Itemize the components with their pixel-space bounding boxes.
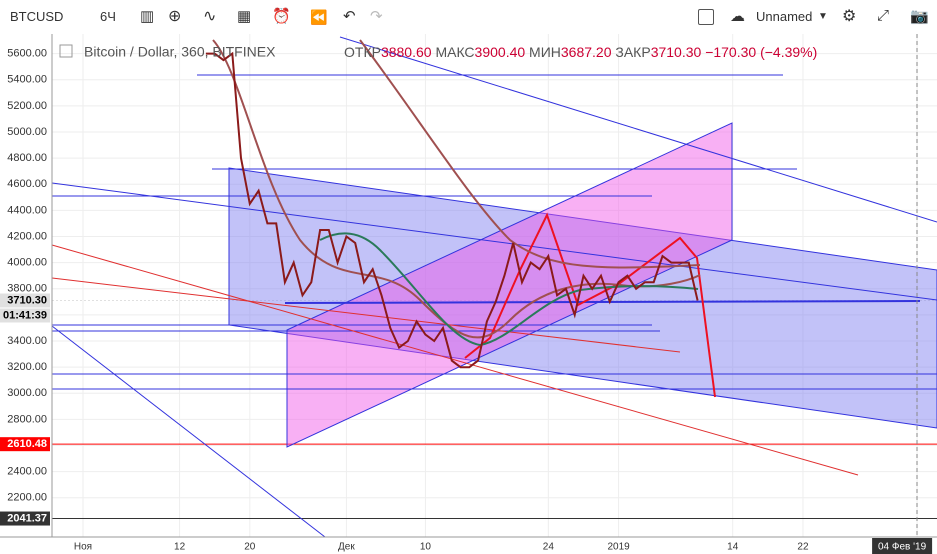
low: 3687.20 [561, 44, 612, 60]
x-tick-label: 12 [174, 542, 186, 553]
chart: 2200.002400.002600.002800.003000.003200.… [0, 34, 937, 554]
y-tick-label: 5000.00 [7, 126, 47, 138]
time-axis [0, 537, 937, 554]
x-tick-label: Ноя [74, 542, 92, 553]
x-tick-label: 22 [797, 542, 809, 553]
alert-icon[interactable]: ⏰ [272, 8, 291, 25]
replay-icon[interactable]: ⏪ [310, 9, 328, 25]
settings-icon[interactable]: ⚙ [842, 8, 857, 25]
plot-area [52, 34, 937, 537]
layout-name[interactable]: Unnamed [756, 9, 813, 24]
close: 3710.30 [651, 44, 702, 60]
low-label: МИН [529, 44, 561, 60]
countdown: 01:41:39 [3, 309, 47, 321]
interval[interactable]: 6Ч [100, 9, 116, 24]
price-label-bg [0, 437, 50, 452]
trend-line [51, 325, 326, 538]
moving-average [359, 39, 701, 269]
undo-icon[interactable]: ↶ [343, 8, 356, 25]
countdown-bg [0, 308, 50, 323]
price-label: 3710.30 [7, 294, 47, 306]
trend-line [284, 300, 921, 304]
cloud-icon[interactable]: ☁ [730, 8, 745, 25]
price-axis [0, 34, 52, 537]
fullscreen-icon[interactable]: ⤢ [877, 7, 890, 24]
zigzag [464, 212, 716, 398]
change: −170.30 (−4.39%) [705, 44, 817, 60]
y-tick-label: 5200.00 [7, 100, 47, 112]
x-tick-label: 20 [244, 542, 256, 553]
y-tick-label: 4600.00 [7, 178, 47, 190]
drawings [51, 34, 937, 538]
close-label: ЗАКР [615, 44, 650, 60]
open: 3880.60 [381, 44, 432, 60]
y-tick-label: 2800.00 [7, 413, 47, 425]
y-tick-label: 3200.00 [7, 361, 47, 373]
price-label-bg [0, 293, 50, 308]
price-line [205, 51, 699, 369]
y-tick-label: 2400.00 [7, 466, 47, 478]
x-tick-label: 2019 [607, 542, 630, 553]
y-tick-label: 5600.00 [7, 48, 47, 60]
high-label: МАКС [435, 44, 474, 60]
y-tick-label: 3800.00 [7, 283, 47, 295]
redo-icon[interactable]: ↷ [370, 8, 383, 25]
y-tick-label: 4200.00 [7, 230, 47, 242]
y-tick-label: 3000.00 [7, 387, 47, 399]
collapse-icon[interactable] [59, 44, 73, 58]
trend-line [51, 244, 859, 476]
x-tick-label: 10 [420, 542, 432, 553]
channel [228, 167, 937, 429]
symbol[interactable]: BTCUSD [10, 9, 64, 24]
x-tick-label: 24 [543, 542, 555, 553]
compare-icon[interactable]: ∿ [203, 8, 217, 25]
trend-line [339, 36, 937, 223]
trend-line [51, 182, 937, 301]
y-tick-label: 4800.00 [7, 152, 47, 164]
crosshair-label-bg [872, 538, 933, 554]
chart-type-icon[interactable]: ▥ [140, 8, 155, 25]
price-label: 2041.37 [7, 512, 47, 524]
high: 3900.40 [475, 44, 526, 60]
channel [286, 122, 733, 448]
ohlc: ОТКР3880.60 МАКС3900.40 МИН3687.20 ЗАКР3… [344, 44, 817, 60]
dropdown-icon[interactable]: ▼ [818, 11, 828, 22]
x-tick-label: 14 [727, 542, 739, 553]
snapshot-icon[interactable]: 📷 [910, 8, 929, 25]
y-tick-label: 5400.00 [7, 74, 47, 86]
templates-icon[interactable]: ▦ [237, 8, 252, 25]
trend-line [51, 277, 681, 353]
price-label: 2610.48 [7, 438, 47, 450]
x-tick-label: Дек [338, 542, 355, 553]
series-title: Bitcoin / Dollar, 360, BITFINEX [84, 44, 276, 60]
checkbox[interactable] [698, 9, 714, 25]
x-tick-label: 04 Фев '19 [878, 542, 927, 553]
indicators-icon[interactable]: ⊕ [168, 8, 182, 25]
y-tick-label: 3400.00 [7, 335, 47, 347]
toolbar: BTCUSD 6Ч ▥ ⊕ ∿ ▦ ⏰ ⏪ ↶ ↷ ☁ Unnamed ▼ ⚙ … [0, 0, 937, 35]
price-label-bg [0, 511, 50, 526]
moving-average [319, 232, 699, 347]
y-tick-label: 4000.00 [7, 257, 47, 269]
y-tick-label: 4400.00 [7, 204, 47, 216]
y-tick-label: 2200.00 [7, 492, 47, 504]
open-label: ОТКР [344, 44, 381, 60]
